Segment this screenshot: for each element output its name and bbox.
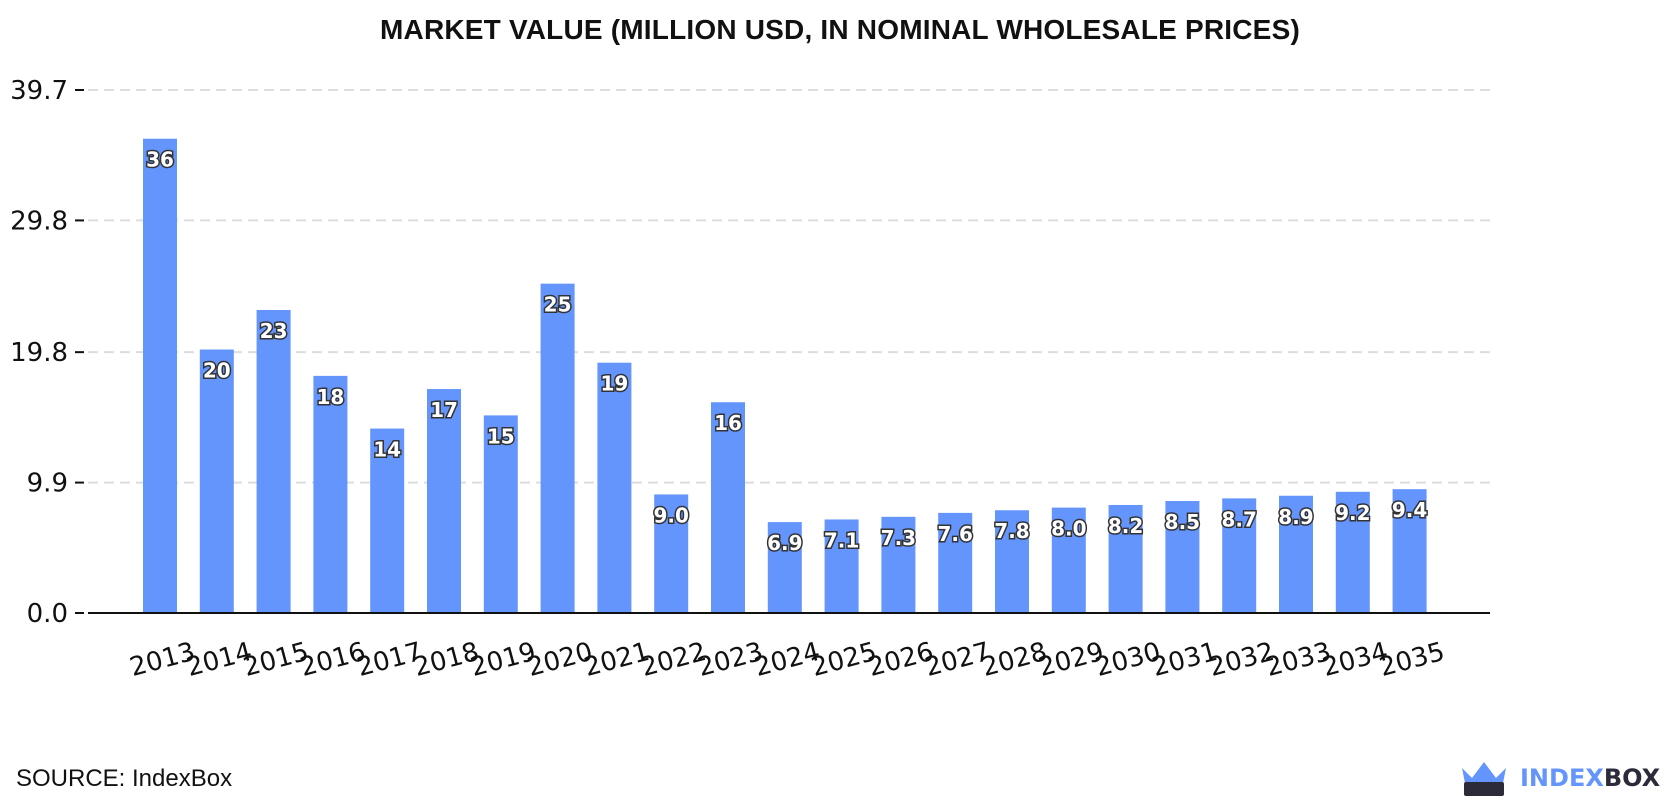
bar-value-label: 19	[600, 372, 628, 396]
bar	[427, 389, 461, 613]
bar-value-label: 9.0	[653, 503, 688, 527]
bar-value-label: 14	[373, 438, 401, 462]
chart-title: MARKET VALUE (MILLION USD, IN NOMINAL WH…	[380, 14, 1300, 45]
bar-value-label: 8.5	[1165, 510, 1200, 534]
bar-value-label: 8.2	[1108, 514, 1143, 538]
y-tick-label: 9.9	[27, 469, 68, 499]
source-note: SOURCE: IndexBox	[16, 765, 233, 792]
bar-value-label: 36	[146, 148, 174, 172]
crown-box-icon	[1462, 762, 1506, 796]
bar	[1279, 495, 1313, 613]
bar-value-label: 16	[714, 411, 742, 435]
bar	[313, 375, 348, 613]
bar-value-label: 20	[203, 359, 231, 383]
bar-value-label: 9.2	[1335, 501, 1370, 525]
bar-value-label: 18	[316, 385, 344, 409]
bar	[824, 519, 859, 613]
x-tick-label: 2035	[1376, 637, 1448, 683]
bar	[1108, 504, 1143, 613]
bar	[1335, 491, 1370, 613]
bars: 36 20 23 18 14 17 15 25 19 9.0 16 6.9 7.1 7.3 7.6 7.8 8.…	[143, 138, 1429, 613]
y-tick-label: 29.8	[10, 206, 68, 236]
bar-value-label: 25	[544, 293, 572, 317]
bar	[143, 138, 177, 613]
bar	[483, 415, 518, 613]
bar	[597, 362, 632, 613]
y-tick-label: 0.0	[27, 599, 68, 629]
bar-value-label: 8.9	[1278, 505, 1313, 529]
bar	[881, 516, 916, 613]
bar	[256, 310, 291, 613]
bar-value-label: 7.8	[994, 519, 1029, 543]
bar	[654, 494, 689, 613]
bar	[1165, 501, 1200, 613]
brand-name-part1: INDEX	[1520, 764, 1604, 792]
brand-logo: INDEXBOX	[1458, 756, 1660, 800]
bar	[711, 402, 745, 613]
bar	[370, 428, 405, 613]
bar	[995, 510, 1029, 613]
bar	[938, 512, 973, 613]
bar-value-label: 6.9	[767, 531, 802, 555]
bar	[540, 283, 575, 613]
brand-name: INDEXBOX	[1520, 764, 1660, 792]
brand-name-part2: BOX	[1603, 764, 1661, 792]
bar-value-label: 8.7	[1221, 507, 1256, 531]
bar-value-label: 7.6	[937, 522, 972, 546]
grid-lines	[88, 89, 1490, 484]
bar-value-label: 8.0	[1051, 517, 1086, 541]
bar	[1051, 507, 1086, 613]
y-tick-label: 39.7	[10, 76, 68, 106]
bar-chart: 36 20 23 18 14 17 15 25 19 9.0 16 6.9 7.1 7.3 7.6 7.8 8.…	[10, 76, 1490, 683]
bar-value-label: 7.3	[881, 526, 916, 550]
bar	[1392, 489, 1427, 613]
y-tick-label: 19.8	[10, 338, 68, 368]
bar-value-label: 17	[430, 398, 458, 422]
bar	[767, 522, 802, 613]
bar-value-label: 23	[260, 319, 288, 343]
bar-value-label: 9.4	[1392, 498, 1427, 522]
bar	[1222, 498, 1257, 613]
bar	[199, 349, 234, 613]
bar-value-label: 15	[487, 424, 515, 448]
bar-value-label: 7.1	[824, 528, 859, 552]
